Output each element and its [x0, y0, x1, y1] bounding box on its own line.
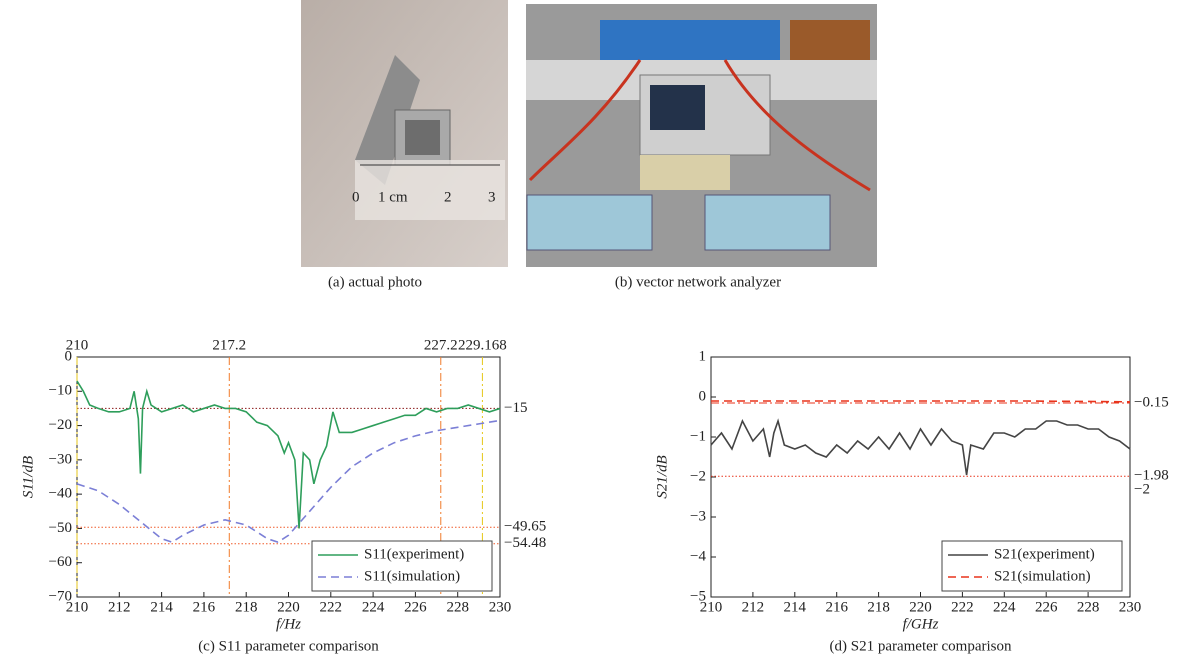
x-tick-label: 210: [700, 599, 723, 615]
x-tick-label: 226: [1035, 599, 1058, 615]
y-tick-label: −5: [690, 588, 706, 604]
y-tick-label: −10: [49, 383, 72, 399]
x-tick-label: 230: [1119, 599, 1142, 615]
x-tick-label: 226: [404, 599, 427, 615]
x-tick-label: 220: [277, 599, 300, 615]
x-tick-label: 210: [66, 599, 89, 615]
y-tick-label: −30: [49, 451, 72, 467]
y-tick-label: −4: [690, 548, 706, 564]
y-tick-label: 0: [65, 348, 73, 364]
reference-label: −54.48: [504, 535, 546, 551]
x-axis-label: f/Hz: [276, 616, 301, 632]
series-line: [711, 400, 1131, 403]
x-tick-label: 216: [825, 599, 848, 615]
y-tick-label: −3: [690, 508, 706, 524]
x-tick-label: 220: [909, 599, 932, 615]
x-tick-label: 222: [320, 599, 343, 615]
x-tick-label: 228: [1077, 599, 1100, 615]
legend-label: S21(experiment): [994, 546, 1095, 562]
series-line: [710, 418, 1131, 476]
y-tick-label: −60: [49, 554, 72, 570]
x-tick-label: 224: [362, 599, 385, 615]
x-tick-label: 230: [489, 599, 512, 615]
y-axis-label: S11/dB: [20, 456, 36, 498]
x-tick-label: 228: [446, 599, 469, 615]
x-tick-label: 222: [951, 599, 974, 615]
x-tick-label: 224: [993, 599, 1016, 615]
reference-label: −2: [1134, 482, 1150, 498]
x-tick-label: 214: [784, 599, 807, 615]
x-tick-label: 214: [150, 599, 173, 615]
legend-label: S21(simulation): [994, 568, 1091, 584]
legend: [941, 540, 1123, 592]
y-tick-label: 0: [699, 388, 707, 404]
series-line: [76, 419, 501, 544]
y-tick-label: 1: [699, 348, 707, 364]
chart-caption: (c) S11 parameter comparison: [198, 638, 379, 654]
y-axis-label: S21/dB: [654, 455, 670, 498]
x-tick-label: 218: [235, 599, 258, 615]
chart-caption: (d) S21 parameter comparison: [829, 638, 1012, 654]
ruler-label: 2: [444, 189, 452, 205]
reference-label: 210: [66, 337, 89, 353]
y-tick-label: −2: [690, 468, 706, 484]
reference-label: −49.65: [504, 519, 546, 535]
series-line: [76, 380, 501, 529]
photo-b: [526, 4, 877, 267]
reference-label: −0.15: [1134, 394, 1169, 410]
x-axis-label: f/GHz: [903, 616, 939, 632]
reference-label: −1.98: [1134, 468, 1169, 484]
legend: [311, 540, 493, 592]
x-tick-label: 216: [193, 599, 216, 615]
reference-label: 217.2: [212, 337, 246, 353]
reference-label: 229.168: [458, 337, 507, 353]
photo-caption: (a) actual photo: [328, 274, 422, 290]
photo-a: 0 1 cm 2 3: [301, 0, 508, 267]
ruler-label: 1 cm: [378, 189, 408, 205]
photo-caption: (b) vector network analyzer: [615, 274, 781, 290]
y-tick-label: −20: [49, 417, 72, 433]
x-tick-label: 212: [108, 599, 131, 615]
ruler-label: 3: [488, 189, 496, 205]
ruler-label: 0: [352, 189, 360, 205]
y-tick-label: −1: [690, 428, 706, 444]
reference-label: −15: [504, 400, 527, 416]
y-tick-label: −70: [49, 588, 72, 604]
y-tick-label: −50: [49, 520, 72, 536]
x-tick-label: 218: [867, 599, 890, 615]
legend-label: S11(experiment): [364, 546, 464, 562]
legend-label: S11(simulation): [364, 568, 460, 584]
x-tick-label: 212: [742, 599, 765, 615]
reference-label: 227.2: [424, 337, 458, 353]
y-tick-label: −40: [49, 486, 72, 502]
